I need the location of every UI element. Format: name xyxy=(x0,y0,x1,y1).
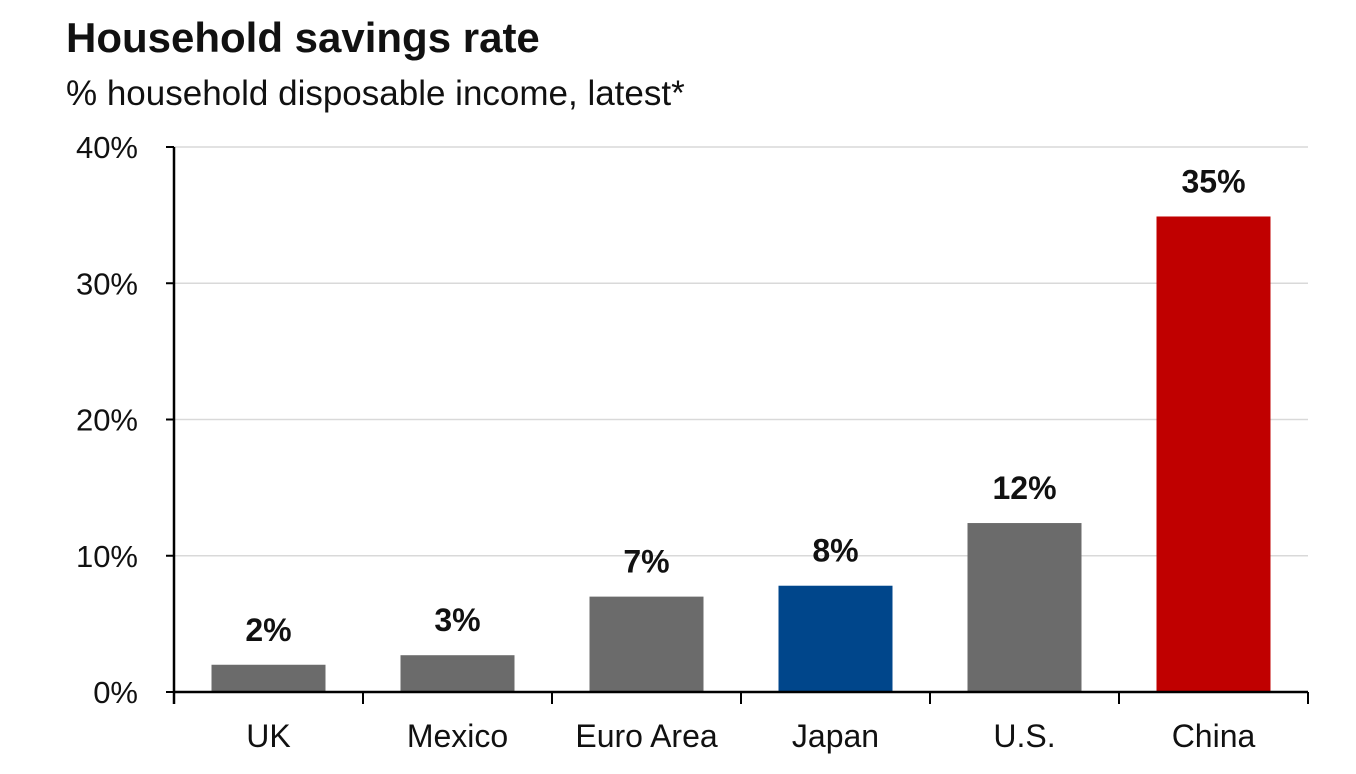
bar-japan xyxy=(778,585,893,692)
data-label: 8% xyxy=(812,533,858,569)
axes xyxy=(166,146,1309,704)
bar-mexico xyxy=(400,655,515,692)
y-tick-label: 40% xyxy=(76,130,138,165)
y-tick-label: 0% xyxy=(93,675,138,710)
data-label: 7% xyxy=(623,544,669,580)
bar-china xyxy=(1156,216,1271,693)
data-label: 3% xyxy=(434,602,480,638)
chart-subtitle: % household disposable income, latest* xyxy=(66,74,685,113)
bar-uk xyxy=(211,664,326,692)
bar-u-s xyxy=(967,523,1082,692)
x-tick-label: Euro Area xyxy=(575,718,718,754)
y-tick-label: 30% xyxy=(76,266,138,301)
x-tick-label: U.S. xyxy=(993,718,1055,754)
bars xyxy=(211,216,1271,693)
x-tick-label: UK xyxy=(246,718,290,754)
data-label: 35% xyxy=(1181,163,1245,199)
bar-euro-area xyxy=(589,596,704,692)
y-tick-label: 10% xyxy=(76,539,138,574)
y-tick-label: 20% xyxy=(76,403,138,438)
x-tick-label: Mexico xyxy=(407,718,508,754)
x-tick-label: China xyxy=(1172,718,1256,754)
gridlines xyxy=(174,146,1308,557)
x-tick-label: Japan xyxy=(792,718,879,754)
chart-title: Household savings rate xyxy=(66,14,540,61)
data-label: 12% xyxy=(992,470,1056,506)
labels: 0% 10% 20% 30% 40% 2% UK 3% Mexico 7% Euro Area 8% J… xyxy=(76,130,1256,754)
data-label: 2% xyxy=(245,612,291,648)
